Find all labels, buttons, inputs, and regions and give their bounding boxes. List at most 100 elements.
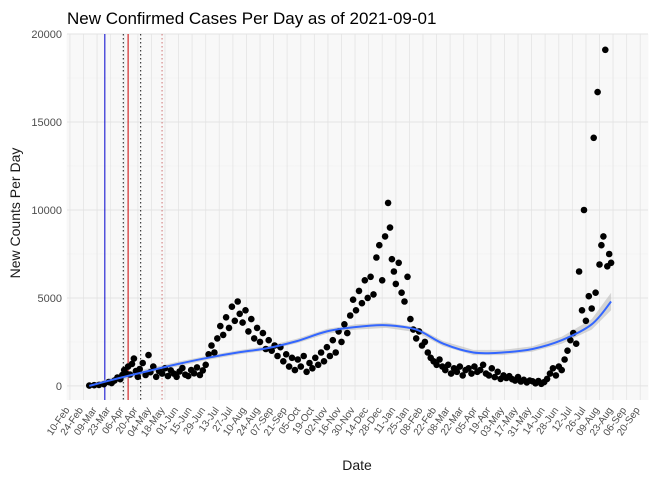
data-point [395, 259, 403, 267]
data-point [217, 322, 224, 330]
reference-lines [104, 34, 163, 400]
data-point [253, 324, 261, 332]
y-axis-title: New Counts Per Day [7, 148, 23, 279]
data-point [585, 292, 593, 300]
data-point [444, 361, 452, 369]
data-point [549, 365, 557, 372]
data-point [491, 373, 499, 381]
data-point [320, 358, 328, 365]
data-point [150, 363, 157, 370]
data-point [596, 261, 603, 268]
data-point [546, 370, 554, 377]
data-point [158, 370, 166, 377]
data-point [282, 351, 290, 358]
data-point [605, 250, 613, 258]
data-point [248, 315, 255, 323]
data-point [280, 358, 287, 365]
data-point [136, 365, 143, 373]
data-point [291, 366, 299, 374]
data-point [134, 373, 142, 381]
data-point [199, 367, 207, 374]
data-point [297, 363, 305, 370]
data-point [236, 310, 243, 318]
data-point [349, 296, 357, 304]
data-point [184, 372, 192, 380]
data-point [205, 351, 212, 358]
data-point [303, 368, 310, 376]
data-point [401, 298, 408, 305]
data-point [214, 335, 221, 342]
data-point [173, 373, 180, 381]
data-point [130, 355, 138, 362]
data-point [381, 233, 389, 240]
data-point [388, 255, 396, 263]
data-point [404, 273, 411, 281]
data-point [552, 372, 560, 379]
data-point [421, 338, 429, 346]
data-point [326, 352, 334, 360]
data-point [398, 289, 405, 297]
data-point [390, 268, 398, 275]
data-point [274, 352, 281, 360]
data-point [567, 336, 574, 344]
data-point [341, 321, 348, 328]
data-point [378, 277, 386, 284]
data-point [407, 315, 414, 323]
data-point [250, 335, 258, 342]
data-point [592, 289, 599, 297]
data-point [479, 361, 487, 369]
data-point [494, 368, 502, 376]
data-point [575, 268, 583, 275]
data-point [128, 360, 136, 368]
data-point [145, 351, 152, 359]
data-point [358, 299, 366, 307]
y-tick-label: 10000 [31, 205, 62, 217]
data-point [208, 342, 215, 349]
y-tick-label: 5000 [38, 293, 62, 305]
data-point [193, 364, 201, 371]
data-point [594, 88, 601, 96]
data-point [373, 254, 380, 261]
data-point [352, 307, 360, 314]
data-point [256, 338, 264, 346]
data-point [234, 298, 241, 305]
y-axis-ticks: 0 5000 10000 15000 20000 [31, 29, 62, 393]
data-point [288, 354, 296, 362]
data-point [329, 336, 337, 344]
x-axis-title: Date [342, 457, 372, 473]
data-point [323, 343, 331, 351]
data-point [476, 366, 484, 374]
data-point [211, 349, 218, 356]
data-point [338, 338, 345, 346]
data-point [164, 372, 172, 380]
data-point [468, 370, 475, 377]
data-point [219, 331, 227, 339]
data-point [294, 356, 302, 363]
data-point [259, 329, 267, 337]
data-point [344, 329, 351, 337]
data-point [582, 317, 590, 325]
data-point [485, 372, 493, 379]
y-tick-label: 20000 [31, 29, 62, 41]
data-point [312, 354, 319, 362]
data-point [442, 366, 449, 374]
data-point [436, 356, 443, 363]
smooth-trend [89, 300, 612, 387]
data-point [306, 359, 313, 367]
y-tick-label: 15000 [31, 117, 62, 129]
data-point [300, 352, 308, 360]
data-point [245, 328, 252, 335]
data-point [314, 361, 322, 369]
data-point [471, 363, 478, 370]
data-point [364, 294, 372, 302]
data-point [231, 317, 239, 325]
data-point [412, 335, 420, 342]
x-axis-ticks: 10-Feb24-Feb09-Mar23-Mar06-Apr20-Apr04-M… [45, 405, 643, 439]
data-point [488, 365, 496, 372]
data-point [332, 349, 340, 356]
data-point [386, 224, 394, 231]
data-point [600, 233, 607, 240]
data-point [370, 291, 377, 298]
